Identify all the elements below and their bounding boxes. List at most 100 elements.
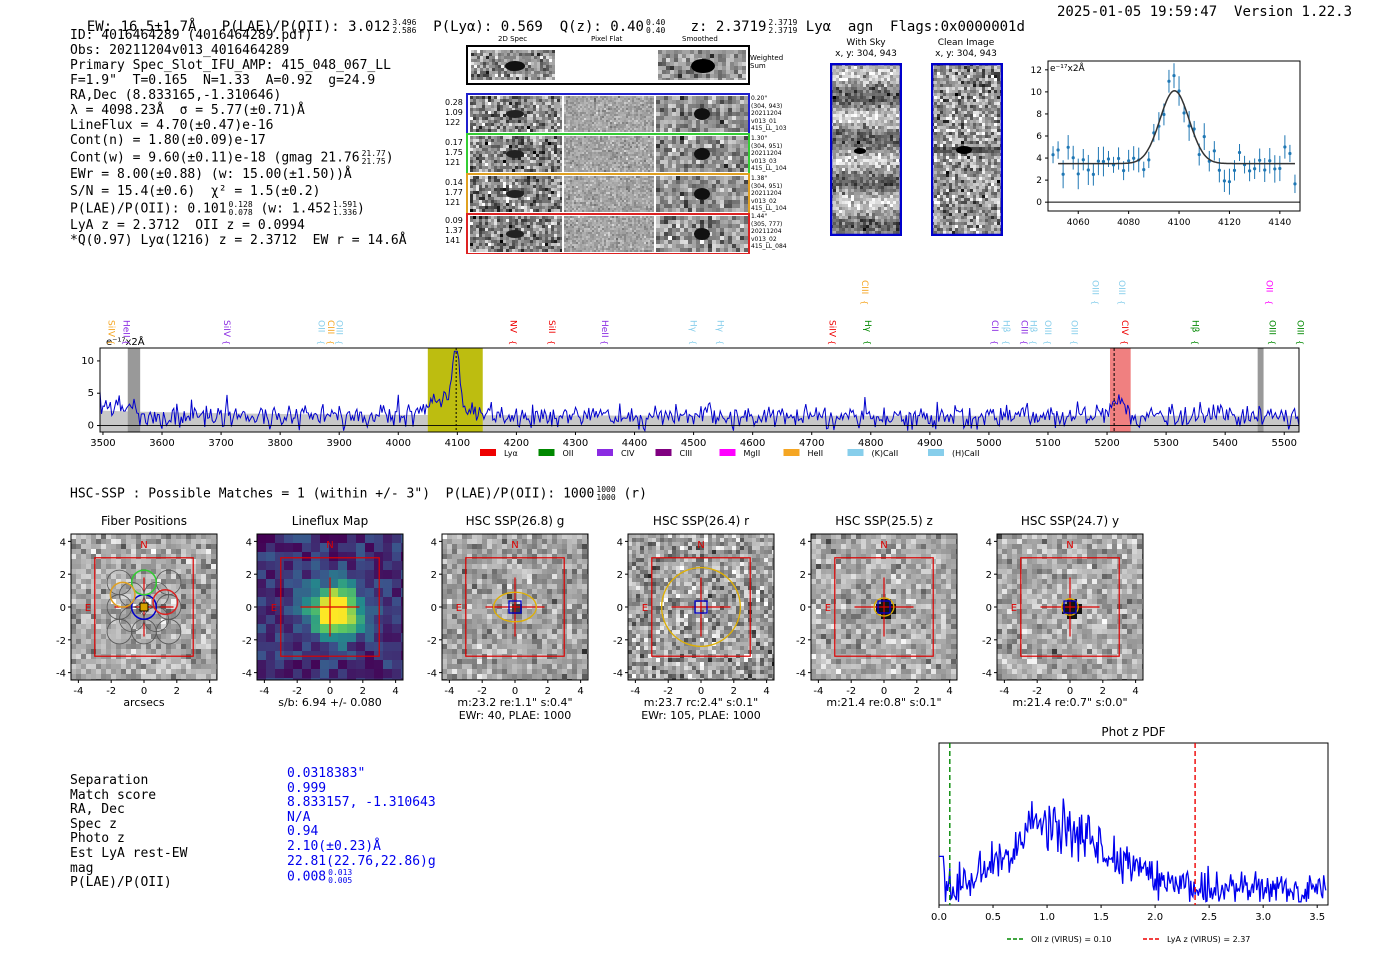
zoom-point (1283, 145, 1287, 149)
line-mark-label: OIII (1042, 320, 1052, 335)
match-value: 8.833157, -1.310643 (287, 795, 436, 811)
zoom-point (1212, 149, 1216, 153)
col-header-pixelflat: Pixel Flat (591, 35, 623, 43)
line-mark-brace: { (1117, 300, 1126, 305)
compass-north: N (326, 540, 333, 551)
hsc-xtick-label: 4 (763, 686, 769, 697)
hsc-ytick-label: 4 (986, 537, 992, 548)
hsc-source-box (877, 600, 891, 614)
full-highlight-gray (1257, 348, 1264, 432)
full-xtick-label: 3700 (208, 438, 233, 449)
hsc-caption: m:21.4 re:0.7" s:0.0" (1012, 696, 1127, 709)
match-label: Spec z (70, 816, 117, 832)
compass-east: E (1011, 603, 1017, 614)
line-mark-label: Hγ (714, 320, 724, 333)
hsc-caption: m:23.2 re:1.1" s:0.4" (457, 696, 572, 709)
match-label: Photo z (70, 831, 125, 847)
match-label: Match score (70, 787, 157, 803)
fiber-circle (155, 618, 182, 645)
hsc-xtick-label: 0 (141, 686, 147, 697)
hsc-ytick-label: -4 (796, 669, 806, 680)
line-mark-brace: { (827, 340, 836, 345)
emission-blob (506, 150, 524, 158)
line-mark-brace: { (1265, 300, 1274, 305)
hsc-ytick-label: -4 (427, 669, 437, 680)
line-mark-label: OIII (1089, 280, 1099, 295)
emission-blob (956, 146, 972, 154)
hsc-xtick-label: 2 (360, 686, 366, 697)
hsc-ytick-label: 4 (60, 537, 66, 548)
photz-xtick-label: 2.5 (1201, 912, 1217, 923)
zoom-point (1056, 148, 1060, 152)
cutout-row-meta: 1.38" (304, 951) 20211204 v013_02 415_LL_104 (751, 175, 787, 212)
line-mark-brace: { (860, 300, 869, 305)
cutout-pixelflat (564, 176, 654, 212)
line-mark-brace: { (509, 340, 518, 345)
line-mark-brace: { (326, 340, 335, 345)
zoom-point (1122, 169, 1126, 173)
info-line: Cont(n) = 1.80(±0.09)e-17 (70, 133, 266, 148)
clean-frame (931, 63, 1003, 236)
header-plae: P(LAE)/P(OII): 3.012 (221, 19, 391, 35)
zoom-point (1222, 179, 1226, 183)
emission-blob (506, 110, 524, 118)
line-mark-label: Hβ (1001, 320, 1011, 333)
hsc-ytick-label: 4 (617, 537, 623, 548)
emission-blob (694, 228, 710, 240)
line-mark-label: OIII (1267, 320, 1277, 335)
zoom-point (1076, 172, 1080, 176)
header-ew: EW: 16.5±1.7Å (86, 19, 197, 35)
hsc-xtick-label: 2 (545, 686, 551, 697)
hsc-panel-frame (256, 533, 404, 681)
photz-xtick-label: 2.0 (1147, 912, 1163, 923)
hsc-source-ellipse (1061, 598, 1079, 616)
zoom-ytick-label: 8 (1036, 110, 1042, 120)
zoom-point (1268, 159, 1272, 163)
header-qz: Q(z): 0.40 (559, 19, 644, 35)
full-xtick-label: 4700 (799, 438, 824, 449)
zoom-point (1217, 168, 1221, 172)
legend-swatch (597, 449, 613, 456)
hsc-ytick-label: 2 (617, 570, 623, 581)
line-mark-brace: { (1002, 340, 1011, 345)
line-mark-label: OIII (1116, 280, 1126, 295)
photz-title: Phot z PDF (1101, 725, 1165, 739)
cutout-row-stats: 0.17 1.75 121 (445, 138, 463, 167)
zoom-point (1162, 112, 1166, 117)
zoom-point (1237, 150, 1242, 155)
match-label: P(LAE)/P(OII) (70, 875, 172, 891)
zoom-point (1232, 168, 1237, 172)
hsc-panel-frame (441, 533, 589, 681)
match-value: 0.008 0.013 0.005 (287, 868, 353, 886)
compass-east: E (456, 603, 462, 614)
zoom-point (1253, 167, 1257, 171)
hsc-ytick-label: -2 (56, 636, 66, 647)
cutout-row-meta: 1.44" (305, 777) 20211204 v013_02 415_LL_084 (751, 213, 787, 250)
line-mark-brace: { (863, 340, 872, 345)
clean-image-title: Clean Image x, y: 304, 943 (935, 38, 997, 59)
line-mark-label: Hβ (1027, 320, 1037, 333)
zoom-point (1167, 79, 1171, 83)
hsc-aperture-box (94, 557, 194, 657)
cutout-pixelflat (564, 96, 654, 132)
with-sky-image (830, 63, 902, 236)
zoom-ytick-label: 6 (1036, 132, 1042, 142)
zoom-point (1197, 152, 1201, 157)
hsc-xtick-label: 4 (946, 686, 952, 697)
line-mark-brace: { (1120, 340, 1129, 345)
header-plya: P(Lyα): 0.569 (433, 19, 543, 35)
hsc-caption: EWr: 105, PLAE: 1000 (641, 709, 761, 722)
hsc-ytick-label: -2 (982, 636, 992, 647)
hsc-panel-title: HSC SSP(24.7) y (1021, 514, 1119, 528)
cutout-pixelflat (564, 216, 654, 252)
hsc-source-ellipse (660, 566, 742, 648)
full-xtick-label: 3600 (149, 438, 174, 449)
hsc-ytick-label: 2 (986, 570, 992, 581)
full-xtick-label: 4600 (740, 438, 765, 449)
zoom-point (1147, 158, 1151, 162)
full-xtick-label: 5500 (1272, 438, 1297, 449)
hsc-ytick-label: 4 (246, 537, 252, 548)
full-ylabel: e⁻¹⁷x2Å (106, 335, 145, 348)
weighted-sum-2dspec (471, 50, 555, 80)
cutout-row-stats: 0.14 1.77 121 (445, 178, 463, 207)
